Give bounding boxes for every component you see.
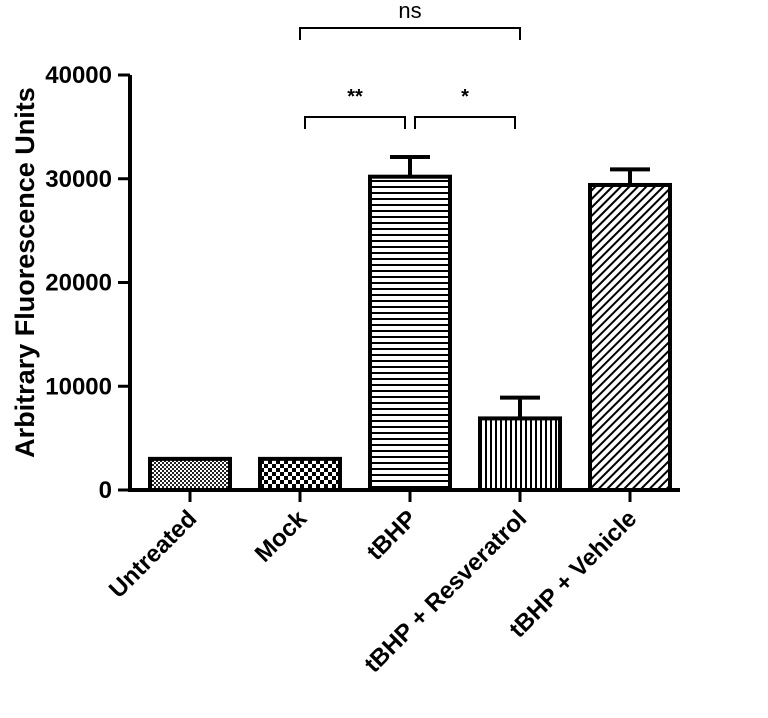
bar	[588, 182, 672, 492]
y-tick-label: 40000	[45, 62, 112, 89]
category-label: Untreated	[104, 505, 202, 603]
y-tick-label: 20000	[45, 270, 112, 297]
significance-label: ns	[398, 0, 421, 23]
bar	[368, 174, 452, 493]
category-label: Mock	[250, 505, 313, 568]
significance-label: **	[347, 86, 363, 108]
axes: 0 10000 20000 30000 40000	[45, 62, 680, 504]
category-label: tBHP	[362, 505, 423, 566]
significance-bracket	[414, 116, 516, 129]
error-bar	[390, 154, 430, 177]
significance-label: *	[461, 86, 469, 108]
y-axis-label: Arbitrary Fluorescence Units	[10, 87, 40, 458]
bar	[258, 456, 342, 492]
y-tick-label: 0	[99, 477, 112, 504]
error-bar	[500, 395, 540, 419]
y-tick-label: 10000	[45, 373, 112, 400]
error-bar	[610, 167, 650, 185]
y-tick-label: 30000	[45, 166, 112, 193]
significance-brackets: ** *ns	[299, 0, 521, 129]
significance-bracket	[299, 27, 521, 40]
bar	[148, 456, 232, 492]
significance-bracket	[304, 116, 406, 129]
bar	[478, 416, 562, 493]
bars	[148, 154, 672, 502]
